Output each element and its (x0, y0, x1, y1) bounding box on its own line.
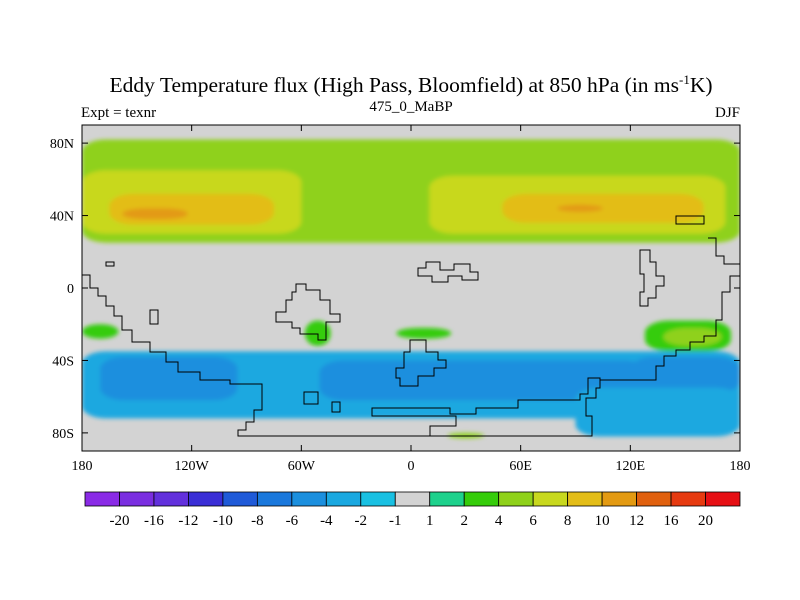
colorbar-swatch (188, 491, 224, 507)
colorbar-label: 20 (698, 513, 713, 529)
colorbar-label: 2 (460, 513, 468, 529)
field-region-12 (82, 324, 119, 339)
colorbar-label: 10 (595, 513, 610, 529)
coastline-east-asia (639, 249, 665, 307)
y-tick-label: 40S (52, 354, 74, 369)
coastline-southeast-island (303, 391, 319, 405)
x-axis: 180 120W 60W 0 60E 120E 180 (72, 125, 751, 474)
field-region-3 (122, 208, 189, 220)
field-region-14 (663, 327, 722, 346)
colorbar-swatch (670, 491, 706, 507)
x-tick-label: 120E (616, 459, 646, 474)
colorbar-label: -16 (144, 513, 164, 529)
coastline-antarctic-peninsula (395, 339, 447, 387)
colorbar-label: 16 (664, 513, 680, 529)
colorbar-swatch (360, 491, 396, 507)
colorbar-swatch (636, 491, 672, 507)
field-layer (82, 139, 740, 439)
coastline-north-america (82, 274, 263, 398)
colorbar-swatch (705, 491, 741, 507)
coastline-pacific-east (600, 237, 740, 381)
colorbar-swatch (153, 491, 189, 507)
x-tick-label: 60E (509, 459, 532, 474)
colorbar-label: 6 (529, 513, 537, 529)
field-region-16 (396, 327, 452, 339)
coastline-siberia (105, 261, 115, 267)
coastline-japan (675, 215, 705, 225)
coastline-antarctic-shelf (237, 377, 601, 437)
field-region-9 (319, 360, 649, 401)
y-tick-label: 80S (52, 427, 74, 442)
colorbar-swatch (394, 491, 431, 507)
colorbar-label: -12 (178, 513, 198, 529)
colorbar-swatch (567, 491, 603, 507)
field-region-6 (557, 204, 603, 212)
y-tick-label: 0 (67, 282, 74, 297)
colorbar-swatch (325, 491, 362, 507)
x-tick-label: 180 (730, 459, 751, 474)
colorbar-label: -2 (355, 513, 368, 529)
colorbar-swatch (601, 491, 637, 507)
coastline-africa (275, 283, 341, 341)
coastlines (82, 215, 740, 437)
field-region-8 (100, 356, 238, 401)
colorbar-swatch (532, 491, 569, 507)
coastline-arctic-isle (149, 309, 159, 325)
colorbar-swatch (119, 491, 155, 507)
colorbar-label: 4 (495, 513, 503, 529)
field-region-11 (575, 387, 740, 437)
colorbar-label: 1 (426, 513, 434, 529)
colorbar-swatch (498, 491, 534, 507)
y-tick-label: 40N (50, 210, 74, 225)
colorbar: -20 -16 -12 -10 -8 -6 -4 -2 -1 1 2 4 6 8 10 12 16 20 (84, 491, 741, 529)
colorbar-label: -1 (389, 513, 402, 529)
coastline-europe (417, 261, 479, 283)
chart-title: Eddy Temperature flux (High Pass, Bloomf… (109, 72, 712, 97)
coastline-small-isle (331, 401, 341, 413)
x-tick-label: 0 (408, 459, 415, 474)
y-axis: 80N 40N 0 40S 80S (50, 137, 740, 442)
field-region-15 (304, 320, 331, 346)
colorbar-label: 8 (564, 513, 572, 529)
colorbar-swatch (463, 491, 500, 507)
colorbar-label: -20 (109, 513, 129, 529)
colorbar-label: -4 (320, 513, 333, 529)
colorbar-label: -8 (251, 513, 264, 529)
subtitle-left: Expt = texnr (81, 105, 156, 121)
colorbar-swatch (291, 491, 327, 507)
subtitle-center: 475_0_MaBP (369, 99, 452, 115)
y-tick-label: 80N (50, 137, 74, 152)
x-tick-label: 60W (288, 459, 316, 474)
colorbar-label: -6 (286, 513, 299, 529)
colorbar-swatch (84, 491, 120, 507)
colorbar-label: 12 (629, 513, 644, 529)
x-tick-label: 180 (72, 459, 93, 474)
colorbar-swatch (256, 491, 293, 507)
colorbar-swatch (222, 491, 258, 507)
colorbar-swatch (429, 491, 465, 507)
subtitle-right: DJF (715, 105, 740, 121)
x-tick-label: 120W (175, 459, 210, 474)
colorbar-label: -10 (213, 513, 233, 529)
